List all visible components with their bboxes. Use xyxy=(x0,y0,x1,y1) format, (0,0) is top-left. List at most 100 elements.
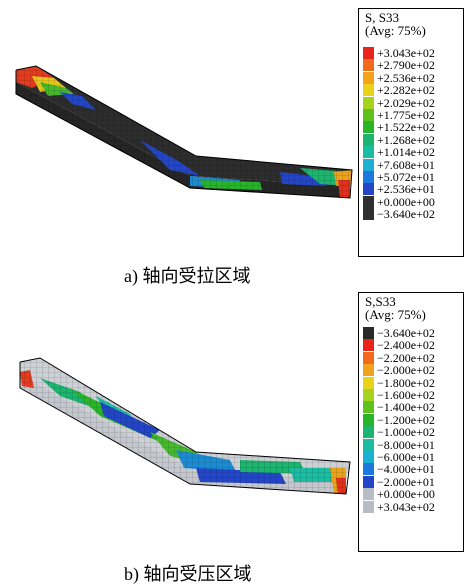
legend-value: −6.000e+01 xyxy=(377,450,435,464)
legend-value: −1.200e+02 xyxy=(377,412,435,427)
legend-color-swatch xyxy=(363,121,374,134)
legend-row: +2.536e+02 xyxy=(363,70,435,85)
legend-row: +3.043e+02 xyxy=(363,499,435,514)
legend-value: −2.000e+01 xyxy=(377,474,435,489)
legend-color-swatch xyxy=(363,413,374,426)
legend-row: −1.600e+02 xyxy=(363,389,435,401)
legend-color-swatch xyxy=(363,463,374,476)
legend-row: +1.522e+02 xyxy=(363,120,435,135)
legend-row: +2.282e+02 xyxy=(363,83,435,98)
legend-row: +3.043e+02 xyxy=(363,47,435,59)
legend-title-variable: S,S33 xyxy=(365,294,396,309)
caption: a) 轴向受拉区域 xyxy=(124,266,251,286)
legend-color-swatch xyxy=(363,364,374,377)
legend-value: −1.000e+02 xyxy=(377,425,435,440)
legend-value: −1.800e+02 xyxy=(377,375,435,390)
legend-row: −2.000e+01 xyxy=(363,474,435,489)
legend-title-averaging: (Avg: 75%) xyxy=(365,307,426,322)
legend-value: +2.536e+02 xyxy=(377,70,435,85)
legend-color-swatch xyxy=(363,47,374,59)
legend-value: +0.000e+00 xyxy=(377,194,435,209)
legend-color-swatch xyxy=(363,339,374,352)
legend-title-averaging: (Avg: 75%) xyxy=(365,23,426,38)
legend-color-swatch xyxy=(363,488,374,501)
legend-value: −1.600e+02 xyxy=(377,388,435,402)
stress-legend: S,S33 (Avg: 75%) −3.640e+02 −2.400e+02 −2.… xyxy=(358,292,464,552)
legend-row: −1.400e+02 xyxy=(363,400,435,415)
legend-value: +2.029e+02 xyxy=(377,95,435,110)
legend-color-swatch xyxy=(363,376,374,389)
legend-color-swatch xyxy=(363,171,374,183)
legend-row: −6.000e+01 xyxy=(363,451,435,463)
legend-value: −2.400e+02 xyxy=(377,338,435,353)
legend-value: +2.790e+02 xyxy=(377,58,435,73)
beam-contour-plot xyxy=(15,65,353,199)
mesh-grid xyxy=(16,66,352,198)
legend-row: −1.800e+02 xyxy=(363,375,435,390)
legend-color-swatch xyxy=(363,109,374,121)
legend-color-swatch xyxy=(363,426,374,439)
legend-color-swatch xyxy=(363,195,374,208)
legend-color-swatch xyxy=(363,500,374,513)
legend-value: +0.000e+00 xyxy=(377,487,435,502)
legend-row: +1.268e+02 xyxy=(363,132,435,147)
legend-value: −1.400e+02 xyxy=(377,400,435,415)
legend-row: −3.640e+02 xyxy=(363,207,435,222)
legend-title-variable: S, S33 xyxy=(365,10,399,25)
legend-title: S,S33 (Avg: 75%) xyxy=(365,295,426,321)
legend-row: −2.200e+02 xyxy=(363,350,435,365)
legend-color-swatch xyxy=(363,438,374,451)
beam-outline xyxy=(15,65,353,199)
figure-panel-tension: S, S33 (Avg: 75%) +3.043e+02 +2.790e+02 +2… xyxy=(0,0,471,292)
legend-color-swatch xyxy=(363,475,374,488)
legend-row: +7.608e+01 xyxy=(363,157,435,172)
legend-row: +2.536e+01 xyxy=(363,182,435,197)
legend-value: −3.640e+02 xyxy=(377,326,435,340)
legend-title: S, S33 (Avg: 75%) xyxy=(365,11,426,37)
legend-color-swatch xyxy=(363,71,374,84)
legend-value: −2.200e+02 xyxy=(377,350,435,365)
legend-color-swatch xyxy=(363,146,374,159)
legend-value: +3.043e+02 xyxy=(377,499,435,514)
legend-row: −4.000e+01 xyxy=(363,462,435,477)
legend-color-swatch xyxy=(363,401,374,414)
legend-value: +1.775e+02 xyxy=(377,108,435,122)
legend-color-swatch xyxy=(363,183,374,196)
legend-value: +2.282e+02 xyxy=(377,83,435,98)
legend-color-swatch xyxy=(363,351,374,364)
legend-value: +7.608e+01 xyxy=(377,157,435,172)
legend-row: +0.000e+00 xyxy=(363,487,435,502)
legend-row: +1.775e+02 xyxy=(363,109,435,121)
legend-row: +0.000e+00 xyxy=(363,194,435,209)
legend-color-swatch xyxy=(363,59,374,72)
legend-value: −3.640e+02 xyxy=(377,207,435,222)
mesh-grid xyxy=(20,358,350,494)
legend-color-swatch xyxy=(363,84,374,97)
legend-row: +2.029e+02 xyxy=(363,95,435,110)
legend-row: −2.400e+02 xyxy=(363,338,435,353)
legend-color-swatch xyxy=(363,96,374,109)
legend-row: −8.000e+01 xyxy=(363,437,435,452)
beam-contour-plot xyxy=(19,357,351,495)
stress-legend: S, S33 (Avg: 75%) +3.043e+02 +2.790e+02 +2… xyxy=(358,8,464,257)
legend-value: −4.000e+01 xyxy=(377,462,435,477)
legend-value: +1.014e+02 xyxy=(377,145,435,160)
legend-row: −1.000e+02 xyxy=(363,425,435,440)
beam-outline xyxy=(19,357,351,495)
legend-value: −8.000e+01 xyxy=(377,437,435,452)
legend-row: +1.014e+02 xyxy=(363,145,435,160)
legend-value: −2.000e+02 xyxy=(377,363,435,378)
legend-color-swatch xyxy=(363,133,374,146)
legend-value: +1.522e+02 xyxy=(377,120,435,135)
legend-value: +1.268e+02 xyxy=(377,132,435,147)
legend-color-swatch xyxy=(363,208,374,221)
legend-row: −2.000e+02 xyxy=(363,363,435,378)
legend-value: +5.072e+01 xyxy=(377,170,435,184)
legend-value: +2.536e+01 xyxy=(377,182,435,197)
legend-color-swatch xyxy=(363,327,374,339)
legend-row: −3.640e+02 xyxy=(363,327,435,339)
legend-row: +2.790e+02 xyxy=(363,58,435,73)
legend-color-swatch xyxy=(363,389,374,401)
legend-color-swatch xyxy=(363,158,374,171)
legend-value: +3.043e+02 xyxy=(377,46,435,60)
